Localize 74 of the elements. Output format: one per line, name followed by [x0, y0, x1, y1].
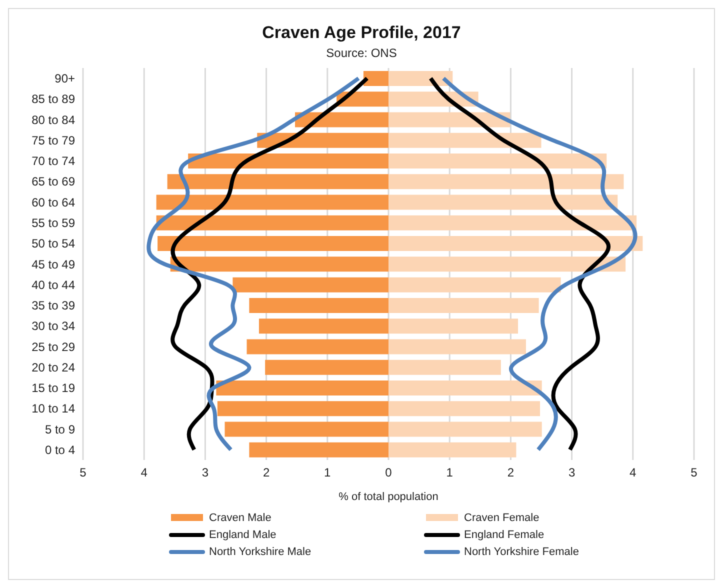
bar	[170, 256, 388, 272]
y-tick-label: 80 to 84	[32, 112, 76, 127]
bar	[388, 339, 526, 354]
x-tick-label: 2	[262, 466, 270, 480]
bar	[257, 132, 388, 148]
bar	[388, 256, 626, 272]
bar	[388, 318, 518, 334]
chart-subtitle: Source: ONS	[325, 46, 398, 60]
bar	[249, 298, 388, 313]
legend-label: North Yorkshire Male	[209, 546, 312, 558]
bar	[388, 277, 561, 292]
y-tick-label: 65 to 69	[32, 174, 76, 189]
bar	[167, 174, 388, 190]
y-tick-label: 25 to 29	[32, 340, 76, 354]
y-tick-label: 70 to 74	[32, 154, 76, 168]
x-tick-label: 5	[80, 466, 87, 480]
y-tick-label: 0 to 4	[44, 442, 76, 457]
y-tick-label: 55 to 59	[32, 216, 76, 230]
y-tick-label: 15 to 19	[32, 381, 76, 396]
bar	[388, 442, 516, 458]
legend-label: Craven Male	[209, 512, 272, 524]
bar	[388, 360, 501, 375]
legend-label: Craven Female	[464, 512, 540, 524]
bar	[156, 194, 388, 210]
legend-label: North Yorkshire Female	[464, 546, 579, 558]
y-tick-label: 40 to 44	[32, 278, 76, 292]
bar	[388, 380, 542, 396]
bar	[265, 360, 388, 375]
legend-label: England Male	[209, 529, 276, 541]
bar	[388, 215, 637, 230]
bar	[388, 401, 540, 416]
bar	[388, 154, 607, 169]
x-tick-label: 3	[202, 466, 209, 480]
x-tick-label: 5	[690, 466, 698, 480]
bar	[388, 112, 510, 128]
chart-title: Craven Age Profile, 2017	[261, 23, 462, 43]
x-tick-label: 1	[446, 466, 454, 480]
bar	[363, 71, 388, 86]
bar	[232, 277, 388, 292]
x-tick-label: 3	[568, 466, 576, 480]
bar	[388, 174, 624, 190]
y-tick-label: 60 to 64	[32, 195, 76, 210]
bar	[224, 422, 388, 437]
bar	[258, 318, 388, 334]
bar	[388, 298, 539, 313]
y-tick-label: 50 to 54	[32, 236, 76, 251]
y-tick-label: 35 to 39	[32, 298, 76, 313]
y-tick-label: 90+	[54, 72, 75, 86]
y-tick-label: 10 to 14	[32, 402, 76, 416]
x-tick-label: 4	[630, 466, 637, 480]
bar	[156, 215, 388, 230]
y-tick-label: 85 to 89	[32, 92, 76, 106]
legend-label: England Female	[464, 529, 544, 541]
x-tick-label: 4	[140, 466, 148, 480]
bar	[246, 339, 388, 354]
bar	[216, 380, 388, 396]
bar	[388, 236, 643, 252]
bar	[158, 236, 388, 252]
y-tick-label: 5 to 9	[44, 422, 76, 436]
bar	[388, 194, 618, 210]
y-tick-label: 45 to 49	[32, 257, 76, 272]
bar	[388, 71, 453, 86]
bar	[388, 132, 542, 148]
y-tick-label: 75 to 79	[32, 133, 76, 148]
bar	[388, 422, 542, 437]
bar	[188, 154, 388, 169]
bar	[217, 401, 388, 416]
bar	[249, 442, 388, 458]
x-tick-label: 1	[324, 466, 332, 480]
x-axis-title: % of total population	[338, 491, 438, 503]
y-tick-label: 30 to 34	[32, 319, 76, 334]
x-tick-label: 2	[507, 466, 514, 480]
y-tick-label: 20 to 24	[32, 360, 76, 374]
x-tick-label: 0	[385, 466, 392, 480]
